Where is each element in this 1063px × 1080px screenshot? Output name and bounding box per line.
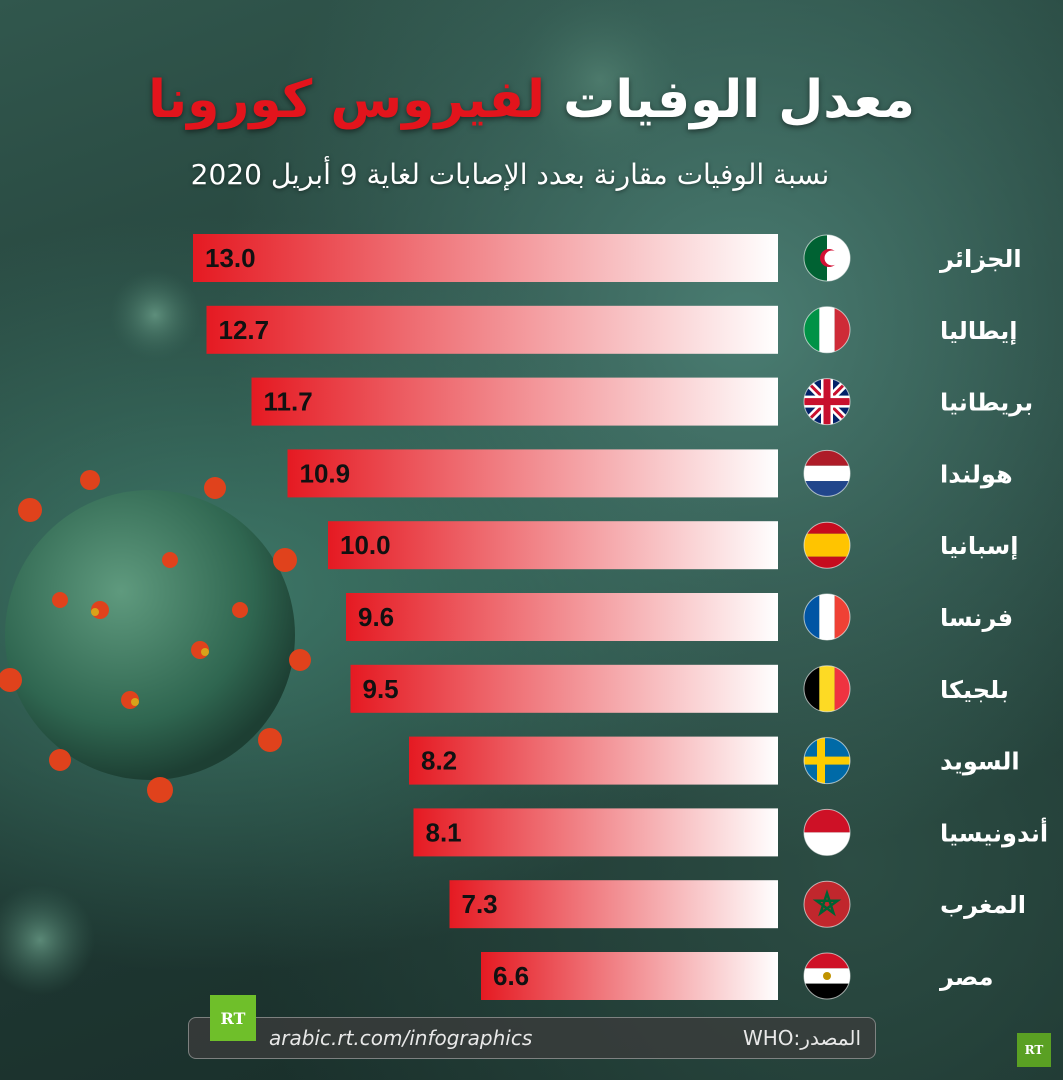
italy-flag-icon	[803, 306, 851, 354]
bar-row: 12.7 إيطاليا	[206, 305, 1017, 354]
bar	[193, 234, 778, 282]
bar-row: 13.0 الجزائر	[193, 234, 1022, 282]
bar-row: 8.2 السويد	[409, 736, 1020, 785]
rt-corner-logo: RT	[1017, 1033, 1051, 1067]
bar	[481, 952, 778, 1000]
belgium-flag-icon	[803, 665, 851, 713]
value-label: 12.7	[219, 315, 270, 345]
bar-row: 9.5 بلجيكا	[350, 664, 1009, 713]
value-label: 6.6	[493, 961, 529, 991]
category-label: بلجيكا	[940, 676, 1009, 704]
indonesia-flag-icon	[803, 808, 851, 856]
bar	[350, 664, 778, 713]
bar	[449, 880, 778, 929]
chart-title-part1: معدل الوفيات	[563, 70, 915, 130]
bar-row: 8.1 أندونيسيا	[413, 808, 1048, 857]
category-label: إسبانيا	[940, 532, 1018, 560]
chart-subtitle: نسبة الوفيات مقارنة بعدد الإصابات لغاية …	[190, 158, 830, 191]
value-label: 10.0	[340, 530, 391, 560]
bar-row: 7.3 المغرب	[449, 880, 1026, 929]
category-label: أندونيسيا	[940, 817, 1048, 847]
sweden-flag-icon	[803, 737, 851, 785]
bar-row: 6.6 مصر	[481, 952, 993, 1000]
bar-row: 10.9 هولندا	[287, 449, 1013, 498]
bar	[346, 593, 778, 641]
value-label: 13.0	[205, 243, 256, 273]
bar-row: 9.6 فرنسا	[346, 593, 1013, 641]
bar	[251, 377, 778, 426]
value-label: 10.9	[300, 458, 351, 488]
algeria-flag-icon	[803, 234, 851, 282]
virus-illustration	[0, 470, 311, 803]
bar	[328, 521, 778, 570]
category-label: الجزائر	[939, 245, 1022, 273]
bar	[206, 305, 778, 354]
footer-url: arabic.rt.com/infographics	[269, 1026, 533, 1050]
category-label: مصر	[939, 963, 993, 991]
category-label: هولندا	[940, 460, 1013, 488]
value-label: 9.5	[363, 674, 399, 704]
morocco-flag-icon	[803, 880, 851, 928]
uk-flag-icon	[803, 378, 851, 426]
value-label: 11.7	[264, 387, 313, 417]
category-label: بريطانيا	[940, 389, 1033, 417]
value-label: 7.3	[462, 889, 498, 919]
bar	[287, 449, 778, 498]
egypt-flag-icon	[803, 952, 851, 1000]
value-label: 8.1	[426, 817, 462, 847]
france-flag-icon	[803, 593, 851, 641]
rt-logo: RT	[210, 995, 256, 1041]
category-label: فرنسا	[940, 604, 1013, 632]
category-label: المغرب	[940, 891, 1026, 919]
bar	[409, 736, 778, 785]
netherlands-flag-icon	[803, 449, 851, 497]
bar-row: 11.7 بريطانيا	[251, 377, 1033, 426]
bar-row: 10.0 إسبانيا	[328, 521, 1018, 570]
bar	[413, 808, 778, 857]
footer-bar: arabic.rt.com/infographics المصدر:WHO	[188, 1017, 876, 1059]
category-label: السويد	[940, 748, 1020, 776]
value-label: 9.6	[358, 602, 394, 632]
value-label: 8.2	[421, 746, 457, 776]
chart-title-part2: لفيروس كورونا	[148, 70, 545, 130]
footer-source: المصدر:WHO	[742, 1026, 861, 1050]
category-label: إيطاليا	[940, 317, 1017, 345]
chart-title: معدل الوفيات لفيروس كورونا	[0, 70, 1063, 130]
spain-flag-icon	[803, 521, 851, 569]
